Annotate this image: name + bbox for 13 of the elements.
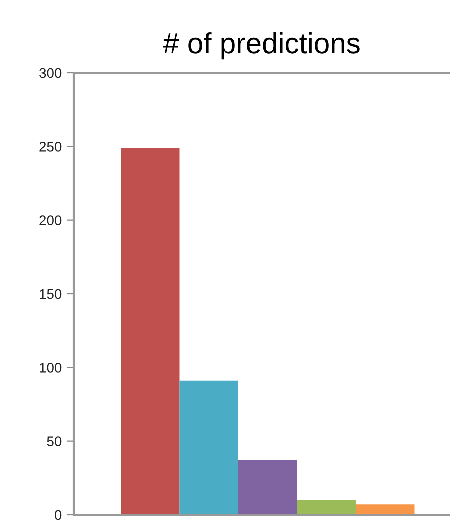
y-tick-label: 250 [40, 142, 62, 152]
bar [356, 504, 415, 515]
y-tick-label: 0 [55, 510, 62, 520]
bar [180, 380, 238, 515]
bar [238, 460, 298, 515]
y-tick-label: 200 [40, 216, 62, 226]
bar [121, 148, 180, 515]
bar [297, 500, 356, 515]
chart-title: # of predictions [163, 32, 360, 60]
y-tick-label: 50 [47, 436, 62, 447]
y-tick-label: 100 [40, 363, 62, 373]
y-tick-label: 150 [40, 289, 62, 300]
y-tick-label: 300 [40, 68, 62, 78]
